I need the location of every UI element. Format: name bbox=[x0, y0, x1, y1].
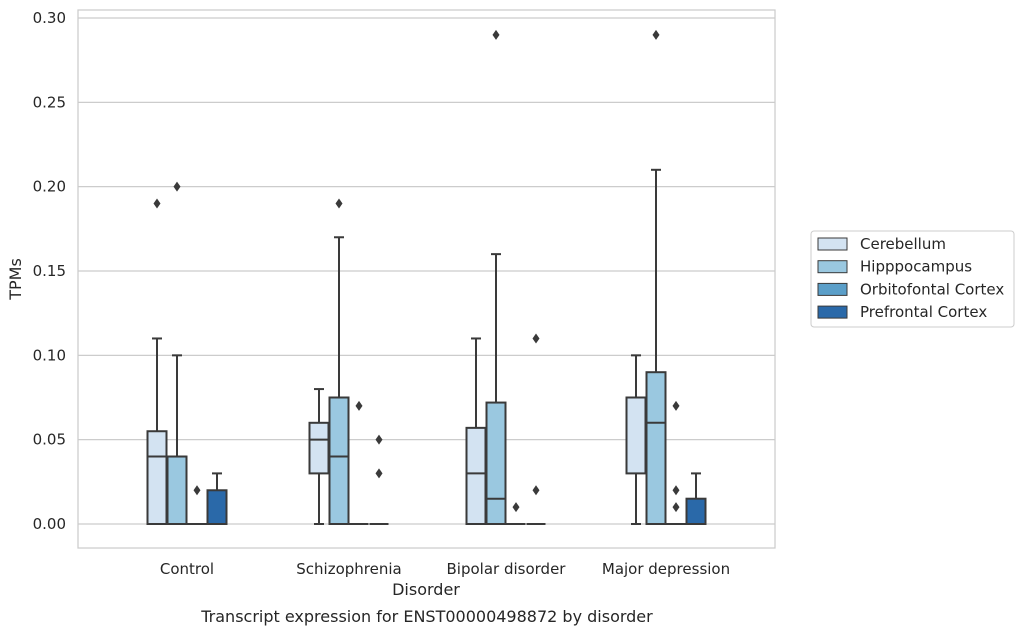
legend-label: Hipppocampus bbox=[860, 258, 972, 276]
y-tick-label: 0.30 bbox=[33, 9, 66, 27]
y-tick-labels: 0.00 0.05 0.10 0.15 0.20 0.25 0.30 bbox=[33, 9, 66, 533]
legend: Cerebellum Hipppocampus Orbitofontal Corte… bbox=[810, 230, 1015, 328]
legend-label: Cerebellum bbox=[860, 235, 946, 253]
box-body bbox=[166, 455, 188, 525]
box-orbitofontal-cortex bbox=[349, 400, 369, 525]
y-axis-label: TPMs bbox=[6, 258, 25, 301]
x-tick-labels: Control Schizophrenia Bipolar disorder Majo… bbox=[160, 560, 730, 578]
outlier-point bbox=[512, 502, 520, 513]
legend-frame bbox=[810, 230, 1015, 328]
box-orbitofontal-cortex bbox=[506, 502, 526, 525]
box-hipppocampus bbox=[166, 181, 188, 525]
box-orbitofontal-cortex bbox=[666, 400, 686, 525]
y-tick-label: 0.25 bbox=[33, 93, 66, 111]
outlier-point bbox=[193, 485, 201, 496]
outlier-point bbox=[672, 485, 680, 496]
y-tick-label: 0.00 bbox=[33, 515, 66, 533]
y-tick-label: 0.05 bbox=[33, 431, 66, 449]
box-cerebellum bbox=[465, 337, 487, 525]
box-body bbox=[308, 421, 330, 475]
box-prefrontal-cortex bbox=[369, 434, 389, 525]
outlier-point bbox=[672, 400, 680, 411]
y-tick-label: 0.15 bbox=[33, 262, 66, 280]
box-body bbox=[625, 396, 647, 475]
box-body bbox=[146, 430, 168, 526]
box-body bbox=[485, 401, 507, 525]
box-hipppocampus bbox=[645, 29, 667, 526]
x-tick-label: Schizophrenia bbox=[296, 560, 401, 578]
box-body bbox=[465, 426, 487, 525]
legend-swatch bbox=[817, 305, 848, 319]
box-body bbox=[206, 489, 228, 525]
x-tick-label: Major depression bbox=[602, 560, 730, 578]
x-axis-label: Disorder bbox=[392, 580, 460, 599]
outlier-point bbox=[652, 29, 660, 40]
y-tick-label: 0.10 bbox=[33, 346, 66, 364]
box-prefrontal-cortex bbox=[206, 472, 228, 525]
box-series bbox=[146, 29, 707, 526]
chart-caption: Transcript expression for ENST0000049887… bbox=[200, 607, 653, 626]
outlier-point bbox=[492, 29, 500, 40]
outlier-point bbox=[335, 198, 343, 209]
box-prefrontal-cortex bbox=[685, 472, 707, 526]
outlier-point bbox=[375, 434, 383, 445]
legend-swatch bbox=[817, 237, 848, 251]
outlier-point bbox=[355, 400, 363, 411]
outlier-point bbox=[532, 485, 540, 496]
box-prefrontal-cortex bbox=[526, 333, 546, 525]
x-tick-label: Bipolar disorder bbox=[447, 560, 567, 578]
legend-swatch bbox=[817, 282, 848, 296]
box-body bbox=[685, 497, 707, 526]
outlier-point bbox=[173, 181, 181, 192]
outlier-point bbox=[532, 333, 540, 344]
legend-label: Prefrontal Cortex bbox=[860, 303, 987, 321]
box-cerebellum bbox=[146, 198, 168, 526]
box-cerebellum bbox=[308, 388, 330, 525]
box-body bbox=[645, 371, 667, 526]
legend-swatch bbox=[817, 260, 848, 274]
outlier-point bbox=[672, 502, 680, 513]
y-tick-label: 0.20 bbox=[33, 178, 66, 196]
box-hipppocampus bbox=[328, 198, 350, 525]
box-body bbox=[328, 396, 350, 525]
box-hipppocampus bbox=[485, 29, 507, 525]
box-orbitofontal-cortex bbox=[187, 485, 207, 525]
outlier-point bbox=[375, 468, 383, 479]
legend-label: Orbitofontal Cortex bbox=[860, 280, 1004, 298]
outlier-point bbox=[153, 198, 161, 209]
x-tick-label: Control bbox=[160, 560, 214, 578]
